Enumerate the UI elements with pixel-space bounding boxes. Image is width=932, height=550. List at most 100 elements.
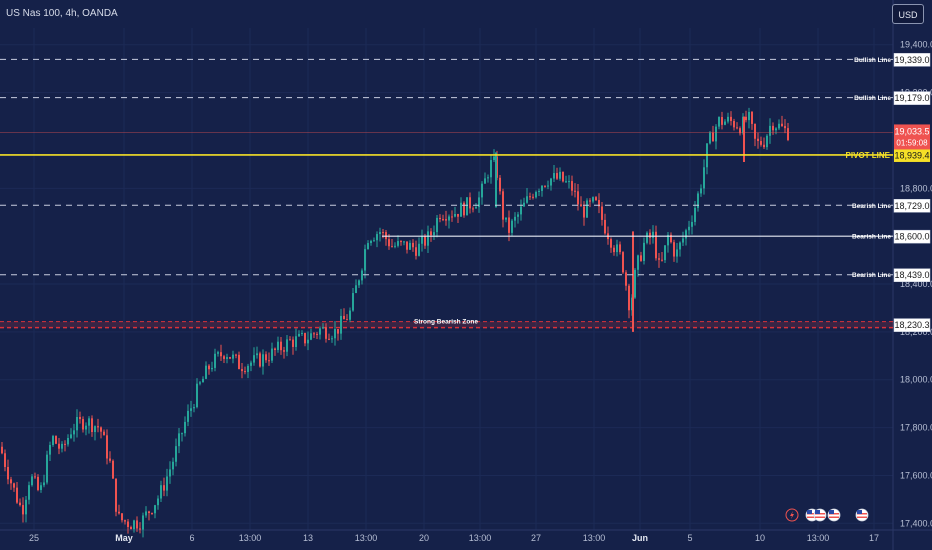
candle-body <box>517 214 519 217</box>
candle-body <box>397 241 399 246</box>
candle-body <box>592 197 594 202</box>
candle-body <box>145 511 147 516</box>
time-tick-label: 13:00 <box>583 533 606 543</box>
candle-body <box>301 333 303 335</box>
candle-body <box>325 327 327 339</box>
candle-body <box>247 365 249 372</box>
candle-body <box>697 193 699 208</box>
candle-body <box>7 466 9 480</box>
level-name-label: Bearish Line <box>852 272 891 279</box>
candle-body <box>157 498 159 506</box>
candle-body <box>166 476 168 491</box>
level-price-text: 18,600.0 <box>894 232 929 242</box>
candle-body <box>514 216 516 221</box>
currency-button[interactable]: USD <box>892 4 924 24</box>
candle-body <box>625 272 627 286</box>
candle-body <box>535 191 537 198</box>
candle-body <box>316 333 318 335</box>
candle-body <box>262 354 264 367</box>
time-tick-label: 5 <box>687 533 692 543</box>
zone-label: Strong Bearish Zone <box>414 319 478 326</box>
candle-body <box>685 230 687 239</box>
candle-body <box>136 520 138 529</box>
candle-body <box>658 258 660 260</box>
candle-body <box>754 123 756 139</box>
candle-body <box>508 217 510 233</box>
candle-body <box>91 418 93 433</box>
candle-body <box>181 433 183 435</box>
candle-body <box>763 144 765 148</box>
candle-body <box>196 383 198 408</box>
candle-body <box>163 485 165 491</box>
candle-body <box>328 338 330 340</box>
candle-body <box>340 315 342 334</box>
candle-body <box>151 513 153 515</box>
candle-body <box>622 252 624 273</box>
candle-body <box>277 341 279 350</box>
candle-body <box>4 453 6 467</box>
candle-body <box>589 200 591 202</box>
candle-body <box>46 454 48 483</box>
candle-body <box>16 487 18 503</box>
candle-body <box>781 123 783 127</box>
candle-body <box>694 207 696 222</box>
candle-body <box>370 240 372 244</box>
candle-body <box>757 138 759 142</box>
candle-body <box>121 513 123 521</box>
candle-body <box>475 207 477 209</box>
candle-body <box>769 125 771 136</box>
candle-body <box>64 443 66 445</box>
us-flag-icon <box>827 508 841 522</box>
candles <box>1 107 789 538</box>
candle-body <box>268 360 270 362</box>
candle-body <box>427 231 429 246</box>
candle-body <box>550 178 552 186</box>
candle-body <box>457 213 459 217</box>
price-tick-label: 17,400.0 <box>900 518 932 528</box>
candle-body <box>1 446 3 454</box>
candle-body <box>730 116 732 121</box>
price-tick-label: 18,200.0 <box>900 327 932 337</box>
candle-body <box>481 183 483 198</box>
candle-body <box>211 367 213 370</box>
candle-body <box>553 173 555 179</box>
candle-body <box>418 243 420 256</box>
symbol-label: US Nas 100, 4h, OANDA <box>6 8 118 19</box>
candle-body <box>502 191 504 220</box>
candle-body <box>280 341 282 351</box>
us-flag-icon <box>813 508 827 522</box>
candle-body <box>460 202 462 217</box>
candle-body <box>529 196 531 198</box>
candle-body <box>673 242 675 257</box>
candle-body <box>148 511 150 514</box>
candle-body <box>565 181 567 183</box>
time-tick-label: 13:00 <box>355 533 378 543</box>
candle-body <box>40 485 42 490</box>
level-price-badge <box>893 318 931 332</box>
candle-body <box>619 244 621 253</box>
level-price-badge <box>893 91 931 105</box>
time-tick-label: 10 <box>755 533 765 543</box>
candle-body <box>670 234 672 243</box>
candle-body <box>235 354 237 356</box>
price-tick-label: 18,800.0 <box>900 183 932 193</box>
last-price-text: 19,033.5 <box>894 126 929 136</box>
candle-body <box>160 485 162 499</box>
flag-stripe <box>857 516 867 518</box>
price-tick-label: 17,600.0 <box>900 470 932 480</box>
level-price-badge <box>893 53 931 67</box>
time-tick-label: May <box>115 533 133 543</box>
time-tick-label: 13:00 <box>807 533 830 543</box>
price-tick-label: 17,800.0 <box>900 423 932 433</box>
candle-body <box>208 365 210 370</box>
candle-body <box>394 245 396 247</box>
candle-body <box>388 239 390 247</box>
candle-body <box>490 160 492 178</box>
candle-body <box>373 240 375 242</box>
candle-body <box>283 350 285 352</box>
price-tick-label: 19,400.0 <box>900 40 932 50</box>
bearish-zone-band <box>0 321 893 328</box>
candle-body <box>700 188 702 194</box>
candle-body <box>547 185 549 187</box>
